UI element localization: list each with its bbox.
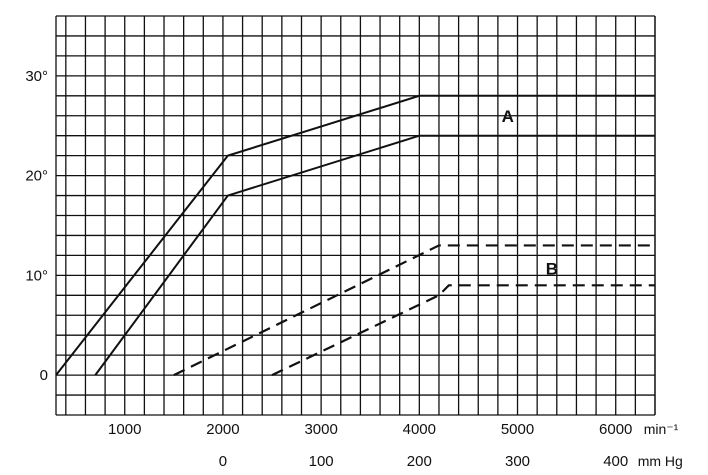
y-tick-label: 10°: [25, 267, 48, 284]
x-tick-label-vacuum: 400: [603, 453, 628, 470]
x-axis-vacuum-ticks: 0 100 200 300 400 mm Hg: [219, 453, 683, 470]
x-tick-label-vacuum: 300: [505, 453, 530, 470]
x-tick-label-vacuum: 200: [407, 453, 432, 470]
curve-label-b: B: [546, 259, 558, 278]
y-tick-label: 30°: [25, 68, 48, 85]
series-group: [55, 94, 655, 377]
y-tick-label: 20°: [25, 168, 48, 185]
x-tick-label-rpm: 1000: [108, 421, 141, 438]
x-unit-vacuum: mm Hg: [638, 453, 683, 469]
series-line-b-3: [173, 244, 655, 377]
x-tick-label-vacuum: 100: [309, 453, 334, 470]
x-unit-rpm: min⁻¹: [644, 421, 679, 437]
grid: [55, 15, 656, 416]
x-tick-label-rpm: 2000: [206, 421, 239, 438]
series-line-a-1: [55, 94, 655, 376]
x-axis-rpm-ticks: 1000 2000 3000 4000 5000 6000 min⁻¹: [108, 421, 679, 438]
x-tick-label-rpm: 4000: [403, 421, 436, 438]
x-tick-label-rpm: 6000: [599, 421, 632, 438]
x-tick-label-vacuum: 0: [219, 453, 227, 470]
x-tick-label-rpm: 5000: [501, 421, 534, 438]
series-line-b-4: [271, 284, 655, 377]
series-line-a-2: [94, 134, 655, 376]
x-tick-label-rpm: 3000: [304, 421, 337, 438]
y-tick-label: 0: [40, 367, 48, 384]
y-axis-ticks: 0 10° 20° 30°: [25, 68, 48, 384]
curve-labels: AB: [502, 107, 558, 279]
curve-label-a: A: [502, 107, 514, 126]
